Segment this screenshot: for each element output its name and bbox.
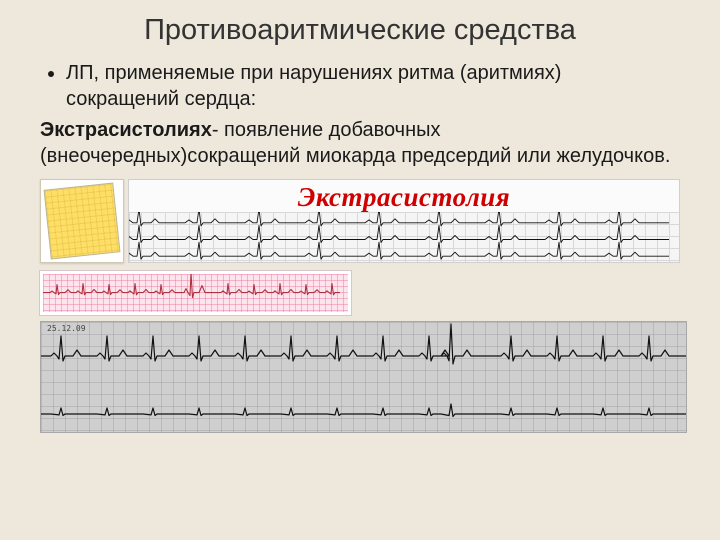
definition-term: Экстрасистолиях: [40, 119, 212, 141]
bullet-1: ЛП, применяемые при нарушениях ритма (ар…: [66, 61, 680, 112]
slide-title: Противоаритмические средства: [40, 14, 680, 47]
ecg-paper-icon: [44, 183, 121, 260]
banner-trace: [129, 212, 669, 262]
gray-ecg-strip: 25.12.09: [40, 321, 687, 433]
ecg-thumbnail: [40, 179, 124, 263]
gray-trace: [41, 322, 686, 432]
pink-trace: [43, 274, 340, 304]
banner-text: Экстрасистолия: [129, 180, 679, 214]
ecg-banner: Экстрасистолия: [128, 179, 680, 263]
definition-line: Экстрасистолиях- появление добавочных (в…: [40, 118, 680, 169]
slide: Противоаритмические средства ЛП, применя…: [0, 0, 720, 540]
ecg-top-row: Экстрасистолия: [40, 179, 680, 263]
bullet-list: ЛП, применяемые при нарушениях ритма (ар…: [40, 61, 680, 112]
pink-ecg-strip: [40, 271, 351, 315]
banner-grid: [129, 212, 679, 262]
